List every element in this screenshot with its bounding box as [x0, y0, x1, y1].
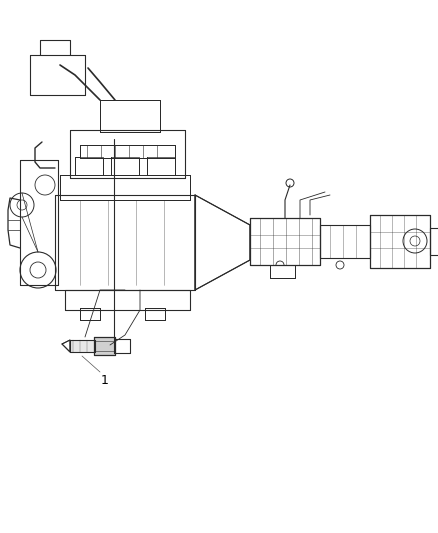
Polygon shape — [62, 340, 70, 352]
Polygon shape — [111, 157, 139, 175]
Circle shape — [17, 200, 27, 210]
Polygon shape — [80, 145, 175, 158]
Circle shape — [286, 179, 294, 187]
Polygon shape — [55, 195, 195, 290]
Circle shape — [30, 262, 46, 278]
Circle shape — [20, 252, 56, 288]
Polygon shape — [80, 308, 100, 320]
Polygon shape — [370, 215, 430, 268]
Polygon shape — [94, 337, 115, 355]
Circle shape — [10, 193, 34, 217]
Polygon shape — [250, 218, 320, 265]
Polygon shape — [195, 195, 250, 290]
Circle shape — [35, 175, 55, 195]
Polygon shape — [100, 100, 160, 132]
Polygon shape — [320, 225, 370, 258]
Polygon shape — [20, 160, 58, 285]
Polygon shape — [70, 130, 185, 178]
Circle shape — [403, 229, 427, 253]
Polygon shape — [65, 290, 190, 310]
Text: 1: 1 — [101, 374, 109, 386]
Polygon shape — [430, 228, 438, 255]
Polygon shape — [60, 175, 190, 200]
Polygon shape — [114, 339, 130, 353]
Polygon shape — [145, 308, 165, 320]
Polygon shape — [147, 157, 175, 175]
Polygon shape — [70, 340, 95, 352]
Circle shape — [336, 261, 344, 269]
Polygon shape — [270, 265, 295, 278]
Polygon shape — [30, 55, 85, 95]
Circle shape — [410, 236, 420, 246]
Polygon shape — [75, 157, 103, 175]
Circle shape — [276, 261, 284, 269]
